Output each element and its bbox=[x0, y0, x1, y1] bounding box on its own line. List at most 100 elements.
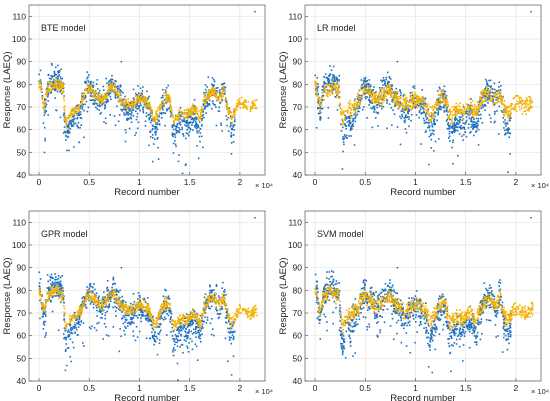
data-point bbox=[230, 142, 233, 144]
data-point bbox=[129, 112, 131, 115]
data-point bbox=[43, 151, 46, 154]
prediction-point bbox=[217, 98, 219, 101]
prediction-point bbox=[514, 107, 516, 110]
data-point bbox=[172, 124, 174, 127]
data-point bbox=[213, 334, 215, 337]
data-point bbox=[69, 128, 72, 130]
prediction-point bbox=[374, 96, 376, 99]
prediction-point bbox=[168, 96, 171, 99]
x-tick-label: 0.5 bbox=[83, 383, 95, 393]
prediction-point bbox=[69, 114, 72, 116]
data-point bbox=[219, 307, 222, 310]
data-point bbox=[328, 89, 330, 92]
data-point bbox=[458, 133, 461, 135]
data-point bbox=[195, 345, 198, 348]
prediction-point bbox=[404, 94, 406, 97]
data-point bbox=[71, 341, 74, 344]
data-point bbox=[453, 125, 455, 128]
prediction-point bbox=[369, 93, 371, 95]
data-point bbox=[169, 317, 172, 319]
prediction-point bbox=[408, 101, 411, 103]
prediction-point bbox=[131, 101, 134, 104]
prediction-point bbox=[510, 108, 512, 111]
data-point bbox=[504, 123, 507, 125]
prediction-point bbox=[423, 98, 425, 100]
data-point bbox=[437, 138, 440, 140]
prediction-point bbox=[39, 88, 42, 91]
data-point bbox=[202, 320, 205, 323]
data-point bbox=[332, 75, 335, 77]
x-axis-label: Record number bbox=[390, 187, 455, 198]
data-point bbox=[70, 329, 73, 332]
data-point bbox=[99, 308, 101, 310]
prediction-point bbox=[342, 121, 345, 124]
data-point bbox=[341, 168, 344, 170]
data-point bbox=[53, 72, 56, 75]
data-point bbox=[45, 332, 47, 334]
prediction-point bbox=[64, 117, 67, 119]
data-point bbox=[508, 136, 511, 139]
data-point bbox=[215, 87, 218, 89]
data-point bbox=[190, 312, 192, 314]
data-point bbox=[508, 132, 510, 134]
prediction-point bbox=[87, 89, 90, 92]
data-point bbox=[479, 99, 481, 101]
prediction-point bbox=[114, 86, 116, 89]
prediction-point bbox=[466, 105, 469, 108]
data-point bbox=[196, 321, 199, 324]
data-point bbox=[136, 108, 139, 110]
data-point bbox=[223, 82, 226, 85]
prediction-point bbox=[91, 96, 94, 98]
data-point bbox=[345, 127, 347, 130]
prediction-point bbox=[368, 90, 371, 93]
data-point bbox=[422, 100, 424, 103]
data-point bbox=[127, 118, 129, 121]
data-point bbox=[461, 119, 464, 122]
data-point bbox=[68, 126, 70, 129]
prediction-point bbox=[231, 114, 234, 117]
prediction-point bbox=[411, 96, 414, 98]
data-point bbox=[229, 125, 232, 128]
prediction-point bbox=[253, 104, 255, 106]
data-point bbox=[232, 355, 235, 358]
data-point bbox=[91, 301, 94, 303]
prediction-point bbox=[163, 92, 166, 94]
data-point bbox=[392, 91, 395, 94]
prediction-point bbox=[143, 102, 146, 104]
data-point bbox=[423, 110, 425, 113]
data-point bbox=[389, 78, 392, 80]
data-point bbox=[91, 95, 94, 97]
prediction-point bbox=[468, 113, 470, 115]
data-point bbox=[71, 328, 74, 331]
prediction-point bbox=[374, 94, 376, 97]
y-tick-label: 50 bbox=[17, 353, 27, 363]
prediction-point bbox=[326, 94, 328, 97]
data-point bbox=[192, 328, 195, 331]
data-point bbox=[410, 119, 412, 122]
data-point bbox=[84, 81, 86, 83]
prediction-point bbox=[517, 103, 520, 105]
data-point bbox=[66, 347, 69, 349]
prediction-point bbox=[255, 99, 258, 101]
data-point bbox=[181, 172, 184, 175]
data-point bbox=[137, 105, 140, 108]
data-point bbox=[437, 99, 440, 101]
prediction-point bbox=[63, 109, 66, 112]
prediction-point bbox=[457, 104, 460, 107]
prediction-point bbox=[484, 98, 487, 101]
data-point bbox=[145, 112, 148, 114]
prediction-point bbox=[339, 95, 341, 98]
data-point bbox=[57, 283, 60, 285]
data-point bbox=[425, 115, 427, 118]
data-point bbox=[126, 118, 128, 120]
data-point bbox=[451, 132, 454, 134]
data-point bbox=[177, 379, 179, 381]
data-point bbox=[373, 111, 375, 113]
data-point bbox=[209, 289, 211, 292]
data-point bbox=[335, 78, 338, 80]
data-point bbox=[172, 135, 174, 138]
prediction-point bbox=[42, 108, 45, 110]
prediction-point bbox=[181, 113, 184, 115]
data-point bbox=[198, 329, 201, 331]
